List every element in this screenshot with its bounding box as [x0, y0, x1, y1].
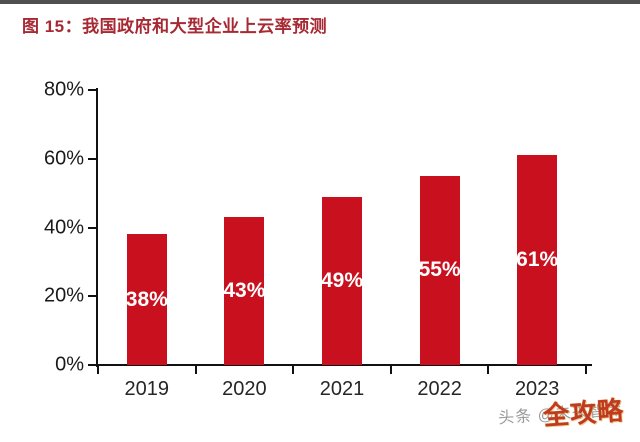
bar-value-label: 38% — [125, 287, 168, 311]
bar-2019 — [126, 234, 167, 365]
top-divider-rule — [0, 0, 640, 4]
x-axis-tick-label: 2021 — [319, 378, 365, 400]
y-axis-tick-label: 60% — [43, 147, 84, 170]
bar-value-label: 61% — [516, 248, 559, 272]
y-axis-tick-label: 80% — [43, 78, 84, 101]
y-axis-tick — [88, 157, 97, 160]
x-axis-tick-label: 2020 — [222, 378, 267, 400]
y-axis-tick-label: 40% — [43, 216, 84, 238]
bar-value-label: 43% — [223, 279, 266, 303]
watermark-stamp: 全攻略 — [542, 395, 626, 431]
x-axis-tick — [389, 366, 392, 374]
y-axis-tick-label: 20% — [43, 284, 84, 307]
y-axis-tick — [88, 226, 97, 229]
y-axis-line — [96, 88, 98, 367]
bar-value-label: 49% — [320, 268, 364, 292]
x-axis-tick-label: 2022 — [417, 378, 462, 400]
bar-2023 — [517, 155, 558, 365]
x-axis-line — [96, 364, 592, 366]
figure-title: 图 15：我国政府和大型企业上云率预测 — [22, 17, 328, 36]
x-axis-tick — [97, 366, 99, 374]
y-axis-tick — [88, 364, 97, 366]
x-axis-tick-label: 2019 — [124, 378, 170, 400]
y-axis-tick-label: 0% — [55, 353, 84, 376]
y-axis-tick — [88, 295, 97, 298]
bar-2020 — [224, 217, 265, 365]
y-axis-tick — [88, 89, 97, 91]
bar-2021 — [322, 196, 362, 365]
bar-value-label: 55% — [418, 258, 461, 282]
x-axis-tick — [585, 366, 587, 374]
x-axis-tick — [292, 366, 295, 374]
x-axis-tick — [487, 366, 490, 374]
bar-2022 — [419, 175, 460, 365]
x-axis-tick-label: 2023 — [514, 378, 560, 400]
x-axis-tick — [194, 366, 197, 374]
